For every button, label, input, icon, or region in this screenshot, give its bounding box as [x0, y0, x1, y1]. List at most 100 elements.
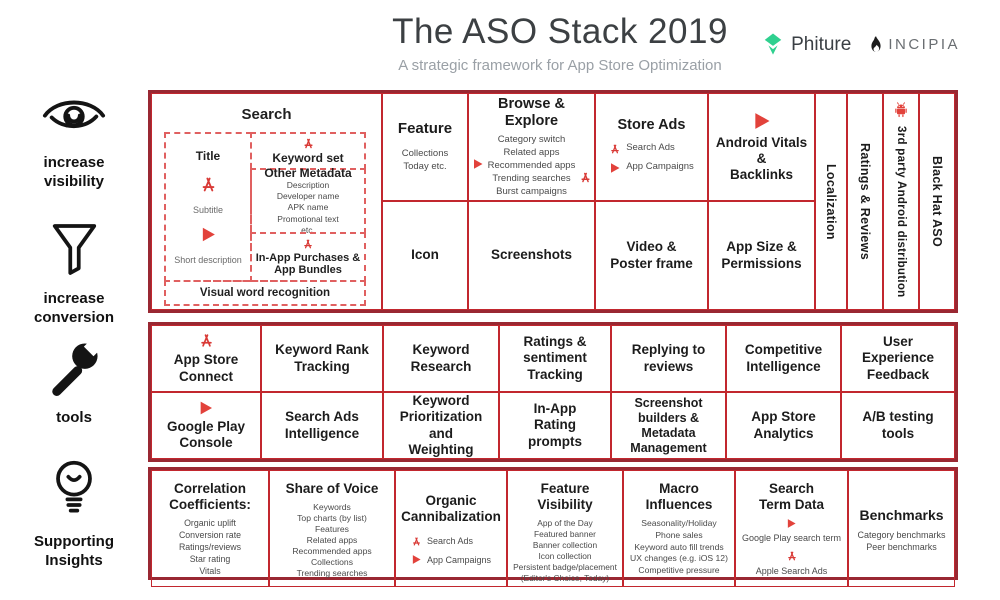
insight-item: Peer benchmarks — [866, 541, 937, 552]
in-app-rating-prompts-box: In-App Rating prompts — [499, 392, 611, 459]
insight-item: Star rating — [189, 554, 231, 564]
tool-label: Competitive Intelligence — [744, 342, 823, 374]
share-of-voice-box: Share of Voice Keywords Top charts (by l… — [269, 470, 395, 587]
ratings-reviews-box: Ratings & Reviews — [847, 93, 883, 310]
appstore-icon — [411, 536, 422, 547]
ab-testing-tools-box: A/B testing tools — [841, 392, 955, 459]
tool-label: Keyword Prioritization and Weighting — [399, 393, 483, 457]
icon-title: Icon — [411, 247, 439, 263]
insights-band: Correlation Coefficients: Organic uplift… — [148, 467, 958, 587]
search-ads-intelligence-box: Search Ads Intelligence — [261, 392, 383, 459]
insight-title: Feature Visibility — [537, 481, 593, 513]
tool-label: Keyword Rank Tracking — [275, 342, 369, 374]
google-play-console-box: Google Play Console — [151, 392, 261, 459]
header: The ASO Stack 2019 A strategic framework… — [320, 12, 800, 74]
organic-cannibalization-box: Organic Cannibalization Search Ads App C… — [395, 470, 507, 587]
googleplay-icon — [609, 162, 621, 174]
logo-bar: Phiture INCIPIA — [762, 32, 960, 57]
insight-item: (Editor's Choice, Today) — [520, 572, 610, 583]
android-vitals-line: Android Vitals — [715, 134, 808, 150]
user-experience-feedback-box: User Experience Feedback — [841, 325, 955, 392]
lightbulb-icon — [51, 458, 97, 520]
googleplay-icon — [752, 111, 772, 131]
insight-item: Trending searches — [296, 568, 368, 579]
googleplay-icon — [200, 226, 217, 243]
phiture-logo: Phiture — [762, 32, 851, 57]
feature-item: Today etc. — [403, 161, 447, 172]
title-label: Title — [195, 149, 221, 164]
browse-explore-title: Browse & Explore — [498, 95, 565, 129]
insight-item: Search Ads — [426, 536, 473, 547]
tool-label: Screenshot builders & Metadata Managemen… — [630, 395, 707, 455]
metadata-item: Description — [286, 180, 330, 191]
keyword-set-box: Keyword set — [250, 132, 366, 170]
tool-label: Ratings & sentiment Tracking — [523, 334, 587, 382]
insight-item: Features — [315, 524, 349, 535]
phiture-chevrons-icon — [762, 32, 784, 57]
video-poster-frame-box: Video & Poster frame — [595, 201, 708, 310]
benchmarks-box: Benchmarks Category benchmarks Peer benc… — [848, 470, 955, 587]
metadata-item: etc. — [301, 224, 315, 235]
appstore-icon — [302, 137, 315, 150]
sidebar-row-visibility: increase visibility — [16, 96, 132, 192]
metadata-item: Promotional text — [277, 213, 339, 224]
search-term-data-box: Search Term Data Google Play search term… — [735, 470, 848, 587]
keyword-research-box: Keyword Research — [383, 325, 499, 392]
insight-item: Apple Search Ads — [755, 565, 828, 576]
insight-item: Conversion rate — [178, 530, 242, 541]
browse-item: Related apps — [503, 147, 560, 159]
app-store-analytics-box: App Store Analytics — [726, 392, 841, 459]
visual-word-recognition-box: Visual word recognition — [164, 280, 366, 306]
insight-item: Ratings/reviews — [178, 542, 242, 553]
in-app-purchases-box: In-App Purchases & App Bundles — [250, 232, 366, 282]
search-box: Search Title Subtitle Short description … — [151, 93, 382, 310]
appstore-icon — [198, 332, 215, 349]
appstore-icon — [199, 175, 218, 194]
appstore-icon — [302, 238, 314, 250]
eye-icon — [42, 96, 106, 141]
screenshots-title: Screenshots — [490, 247, 573, 263]
insight-item: Top charts (by list) — [297, 513, 367, 524]
feature-box: Feature Collections Today etc. — [382, 93, 468, 201]
store-ads-item: Search Ads — [626, 142, 675, 154]
sidebar-row-tools: tools — [16, 338, 132, 428]
insight-item: Category benchmarks — [857, 529, 946, 540]
screenshots-box: Screenshots — [468, 201, 595, 310]
googleplay-icon — [198, 400, 214, 416]
keyword-prioritization-box: Keyword Prioritization and Weighting — [383, 392, 499, 459]
replying-to-reviews-box: Replying to reviews — [611, 325, 726, 392]
third-party-android-distribution-label: 3rd party Android distribution — [895, 126, 907, 298]
sidebar-label-conversion: increase conversion — [33, 290, 115, 326]
tool-label: User Experience Feedback — [861, 334, 935, 382]
app-size-permissions-title: App Size & Permissions — [721, 239, 802, 271]
tool-label: Replying to reviews — [631, 342, 706, 374]
googleplay-icon — [472, 158, 484, 170]
feature-title: Feature — [397, 120, 453, 138]
store-ads-box: Store Ads Search Ads App Campaigns — [595, 93, 708, 201]
subtitle-label: Subtitle — [192, 204, 224, 215]
insight-item: App Campaigns — [426, 554, 492, 565]
insight-item: Google Play search term — [741, 533, 842, 544]
feature-visibility-box: Feature Visibility App of the Day Featur… — [507, 470, 623, 587]
metadata-item: Developer name — [276, 191, 340, 202]
insight-item: Vitals — [199, 565, 221, 576]
insight-item: Banner collection — [532, 540, 598, 551]
keyword-set-label: Keyword set — [272, 151, 344, 165]
sidebar-label-tools: tools — [56, 409, 92, 426]
tool-label: In-App Rating prompts — [528, 401, 582, 449]
browse-item: Burst campaigns — [496, 185, 567, 197]
insight-title: Correlation Coefficients: — [169, 481, 251, 513]
incipia-logo-text: INCIPIA — [888, 36, 960, 53]
tool-label: Keyword Research — [410, 342, 472, 374]
ratings-reviews-label: Ratings & Reviews — [858, 143, 872, 260]
tool-label: App Store Analytics — [751, 409, 816, 441]
insight-item: Competitive pressure — [638, 564, 720, 575]
googleplay-icon — [411, 554, 422, 565]
sidebar-label-insights: Supporting Insights — [34, 533, 114, 569]
tool-label: Google Play Console — [166, 418, 246, 450]
android-vitals-line: & — [756, 150, 767, 166]
localization-box: Localization — [815, 93, 847, 310]
macro-influences-box: Macro Influences Seasonality/Holiday Pho… — [623, 470, 735, 587]
app-size-permissions-box: App Size & Permissions — [708, 201, 815, 310]
black-hat-aso-box: Black Hat ASO — [919, 93, 955, 310]
